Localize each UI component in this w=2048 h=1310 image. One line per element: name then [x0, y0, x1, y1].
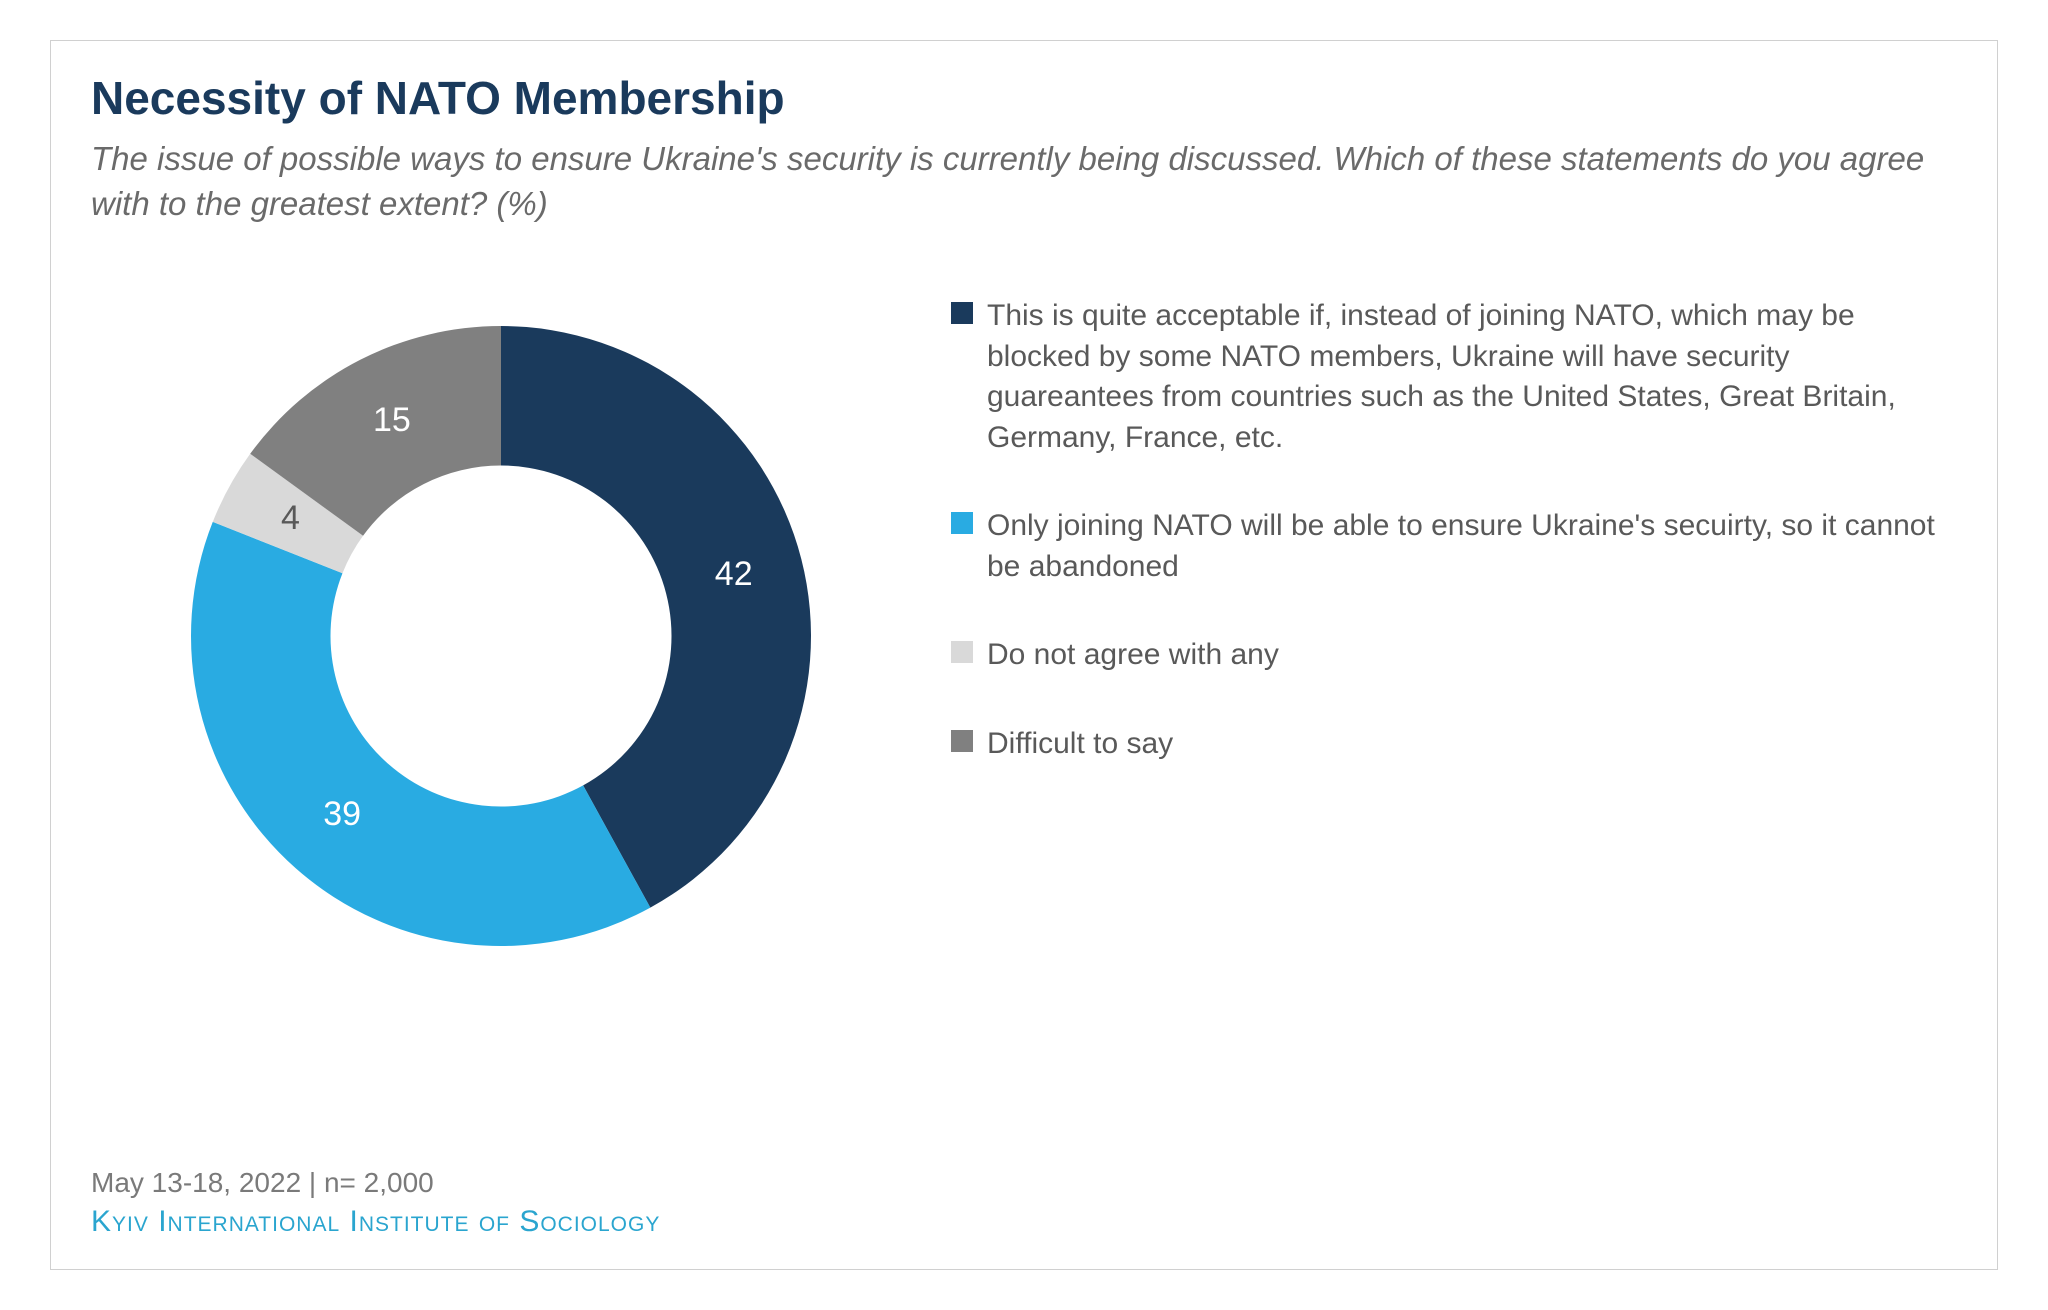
slice-value-label: 15 — [373, 401, 411, 439]
legend-label: This is quite acceptable if, instead of … — [987, 296, 1957, 458]
legend-swatch — [951, 641, 973, 663]
chart-card: Necessity of NATO Membership The issue o… — [50, 40, 1998, 1270]
chart-subtitle: The issue of possible ways to ensure Ukr… — [91, 137, 1957, 226]
legend-swatch — [951, 512, 973, 534]
footer-source: Kyiv International Institute of Sociolog… — [91, 1205, 1957, 1239]
chart-column: 42 39 4 15 — [91, 276, 911, 986]
legend-swatch — [951, 302, 973, 324]
footer: May 13-18, 2022 | n= 2,000 Kyiv Internat… — [91, 1147, 1957, 1239]
slice-value-label: 42 — [715, 555, 753, 593]
legend-swatch — [951, 730, 973, 752]
legend-label: Do not agree with any — [987, 635, 1279, 676]
legend-item: Only joining NATO will be able to ensure… — [951, 506, 1957, 587]
legend-label: Only joining NATO will be able to ensure… — [987, 506, 1957, 587]
legend-item: This is quite acceptable if, instead of … — [951, 296, 1957, 458]
legend-label: Difficult to say — [987, 724, 1173, 765]
chart-title: Necessity of NATO Membership — [91, 71, 1957, 125]
slice-value-label: 4 — [281, 499, 300, 537]
legend: This is quite acceptable if, instead of … — [951, 276, 1957, 764]
footer-meta: May 13-18, 2022 | n= 2,000 — [91, 1167, 1957, 1199]
donut-slice — [191, 522, 650, 946]
content-row: 42 39 4 15 This is quite acceptable if, ins… — [91, 256, 1957, 1147]
donut-chart: 42 39 4 15 — [151, 286, 851, 986]
legend-item: Do not agree with any — [951, 635, 1957, 676]
slice-value-label: 39 — [323, 795, 361, 833]
legend-item: Difficult to say — [951, 724, 1957, 765]
